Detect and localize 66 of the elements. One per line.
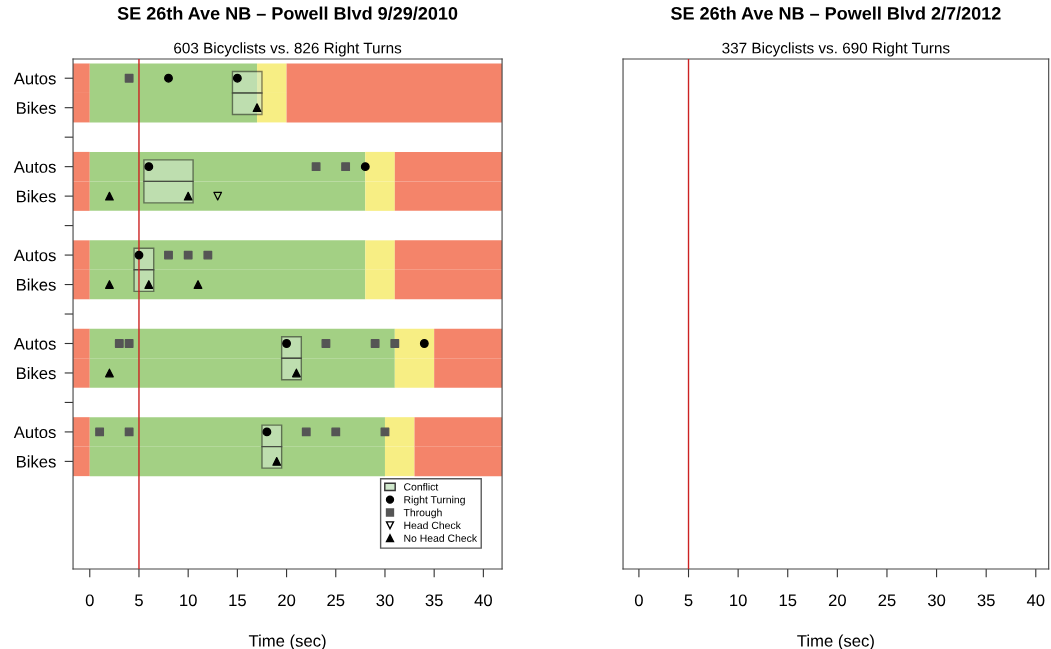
y-tick-label: Autos	[13, 72, 56, 85]
x-tick-label: 10	[730, 594, 747, 607]
point	[232, 73, 242, 83]
x-tick-label: 15	[229, 594, 246, 607]
x-tick-label: 30	[927, 594, 946, 607]
x-tick-label: 10	[180, 594, 197, 607]
point	[380, 427, 390, 437]
point	[311, 162, 321, 172]
x-tick-label: 40	[474, 594, 492, 607]
y-tick-label: Autos	[13, 161, 56, 173]
legend-label: Conflict	[404, 482, 439, 491]
point	[164, 73, 173, 83]
x-tick-label: 25	[327, 594, 345, 607]
point	[124, 73, 134, 83]
chart-subtitle: 603 Bicyclists vs. 826 Right Turns	[174, 42, 402, 57]
x-tick-label: 20	[828, 594, 846, 607]
point	[370, 339, 380, 348]
point	[95, 427, 105, 437]
y-tick-label: Bikes	[16, 278, 56, 291]
point	[282, 339, 291, 348]
y-tick-label: Autos	[13, 426, 56, 439]
point	[213, 191, 223, 201]
legend-label: No Head Check	[404, 534, 478, 542]
point	[124, 339, 134, 348]
legend-label: Head Check	[404, 521, 461, 530]
point	[203, 250, 213, 260]
legend-label: Through	[403, 508, 442, 519]
point	[331, 427, 341, 437]
x-tick-label: 25	[878, 594, 896, 607]
chart-title: SE 26th Ave NB – Powell Blvd 2/7/2012	[670, 6, 1001, 20]
x-tick-label: 0	[85, 594, 94, 607]
point	[114, 339, 124, 348]
point	[105, 191, 114, 201]
x-tick-label: 40	[1026, 594, 1045, 607]
point	[360, 162, 370, 172]
y-tick-label: Autos	[13, 249, 56, 262]
x-tick-label: 0	[634, 594, 643, 607]
point	[341, 162, 351, 172]
y-tick-label: Bikes	[16, 366, 56, 380]
point	[301, 427, 311, 437]
point	[124, 427, 134, 437]
point	[144, 162, 154, 172]
x-tick-label: 20	[278, 594, 296, 607]
point	[164, 250, 173, 260]
point	[252, 103, 262, 113]
point	[390, 339, 400, 348]
x-tick-label: 15	[779, 594, 797, 607]
point	[183, 250, 193, 260]
chart-title: SE 26th Ave NB – Powell Blvd 9/29/2010	[117, 6, 458, 20]
point	[183, 191, 193, 201]
x-tick-label: 30	[376, 594, 394, 607]
legend-label: Right Turning	[404, 495, 465, 506]
point	[105, 368, 114, 378]
y-tick-label: Autos	[13, 338, 56, 350]
point	[193, 280, 203, 289]
x-tick-label: 35	[425, 594, 443, 607]
x-tick-label: 35	[977, 594, 995, 607]
point	[419, 339, 429, 348]
x-tick-label: 5	[684, 594, 693, 607]
x-tick-label: 5	[135, 594, 143, 607]
y-tick-label: Bikes	[16, 455, 56, 468]
point	[321, 339, 331, 348]
point	[105, 280, 114, 289]
y-tick-label: Bikes	[16, 101, 56, 114]
chart-subtitle: 337 Bicyclists vs. 690 Right Turns	[722, 42, 950, 57]
y-tick-label: Bikes	[16, 190, 56, 203]
